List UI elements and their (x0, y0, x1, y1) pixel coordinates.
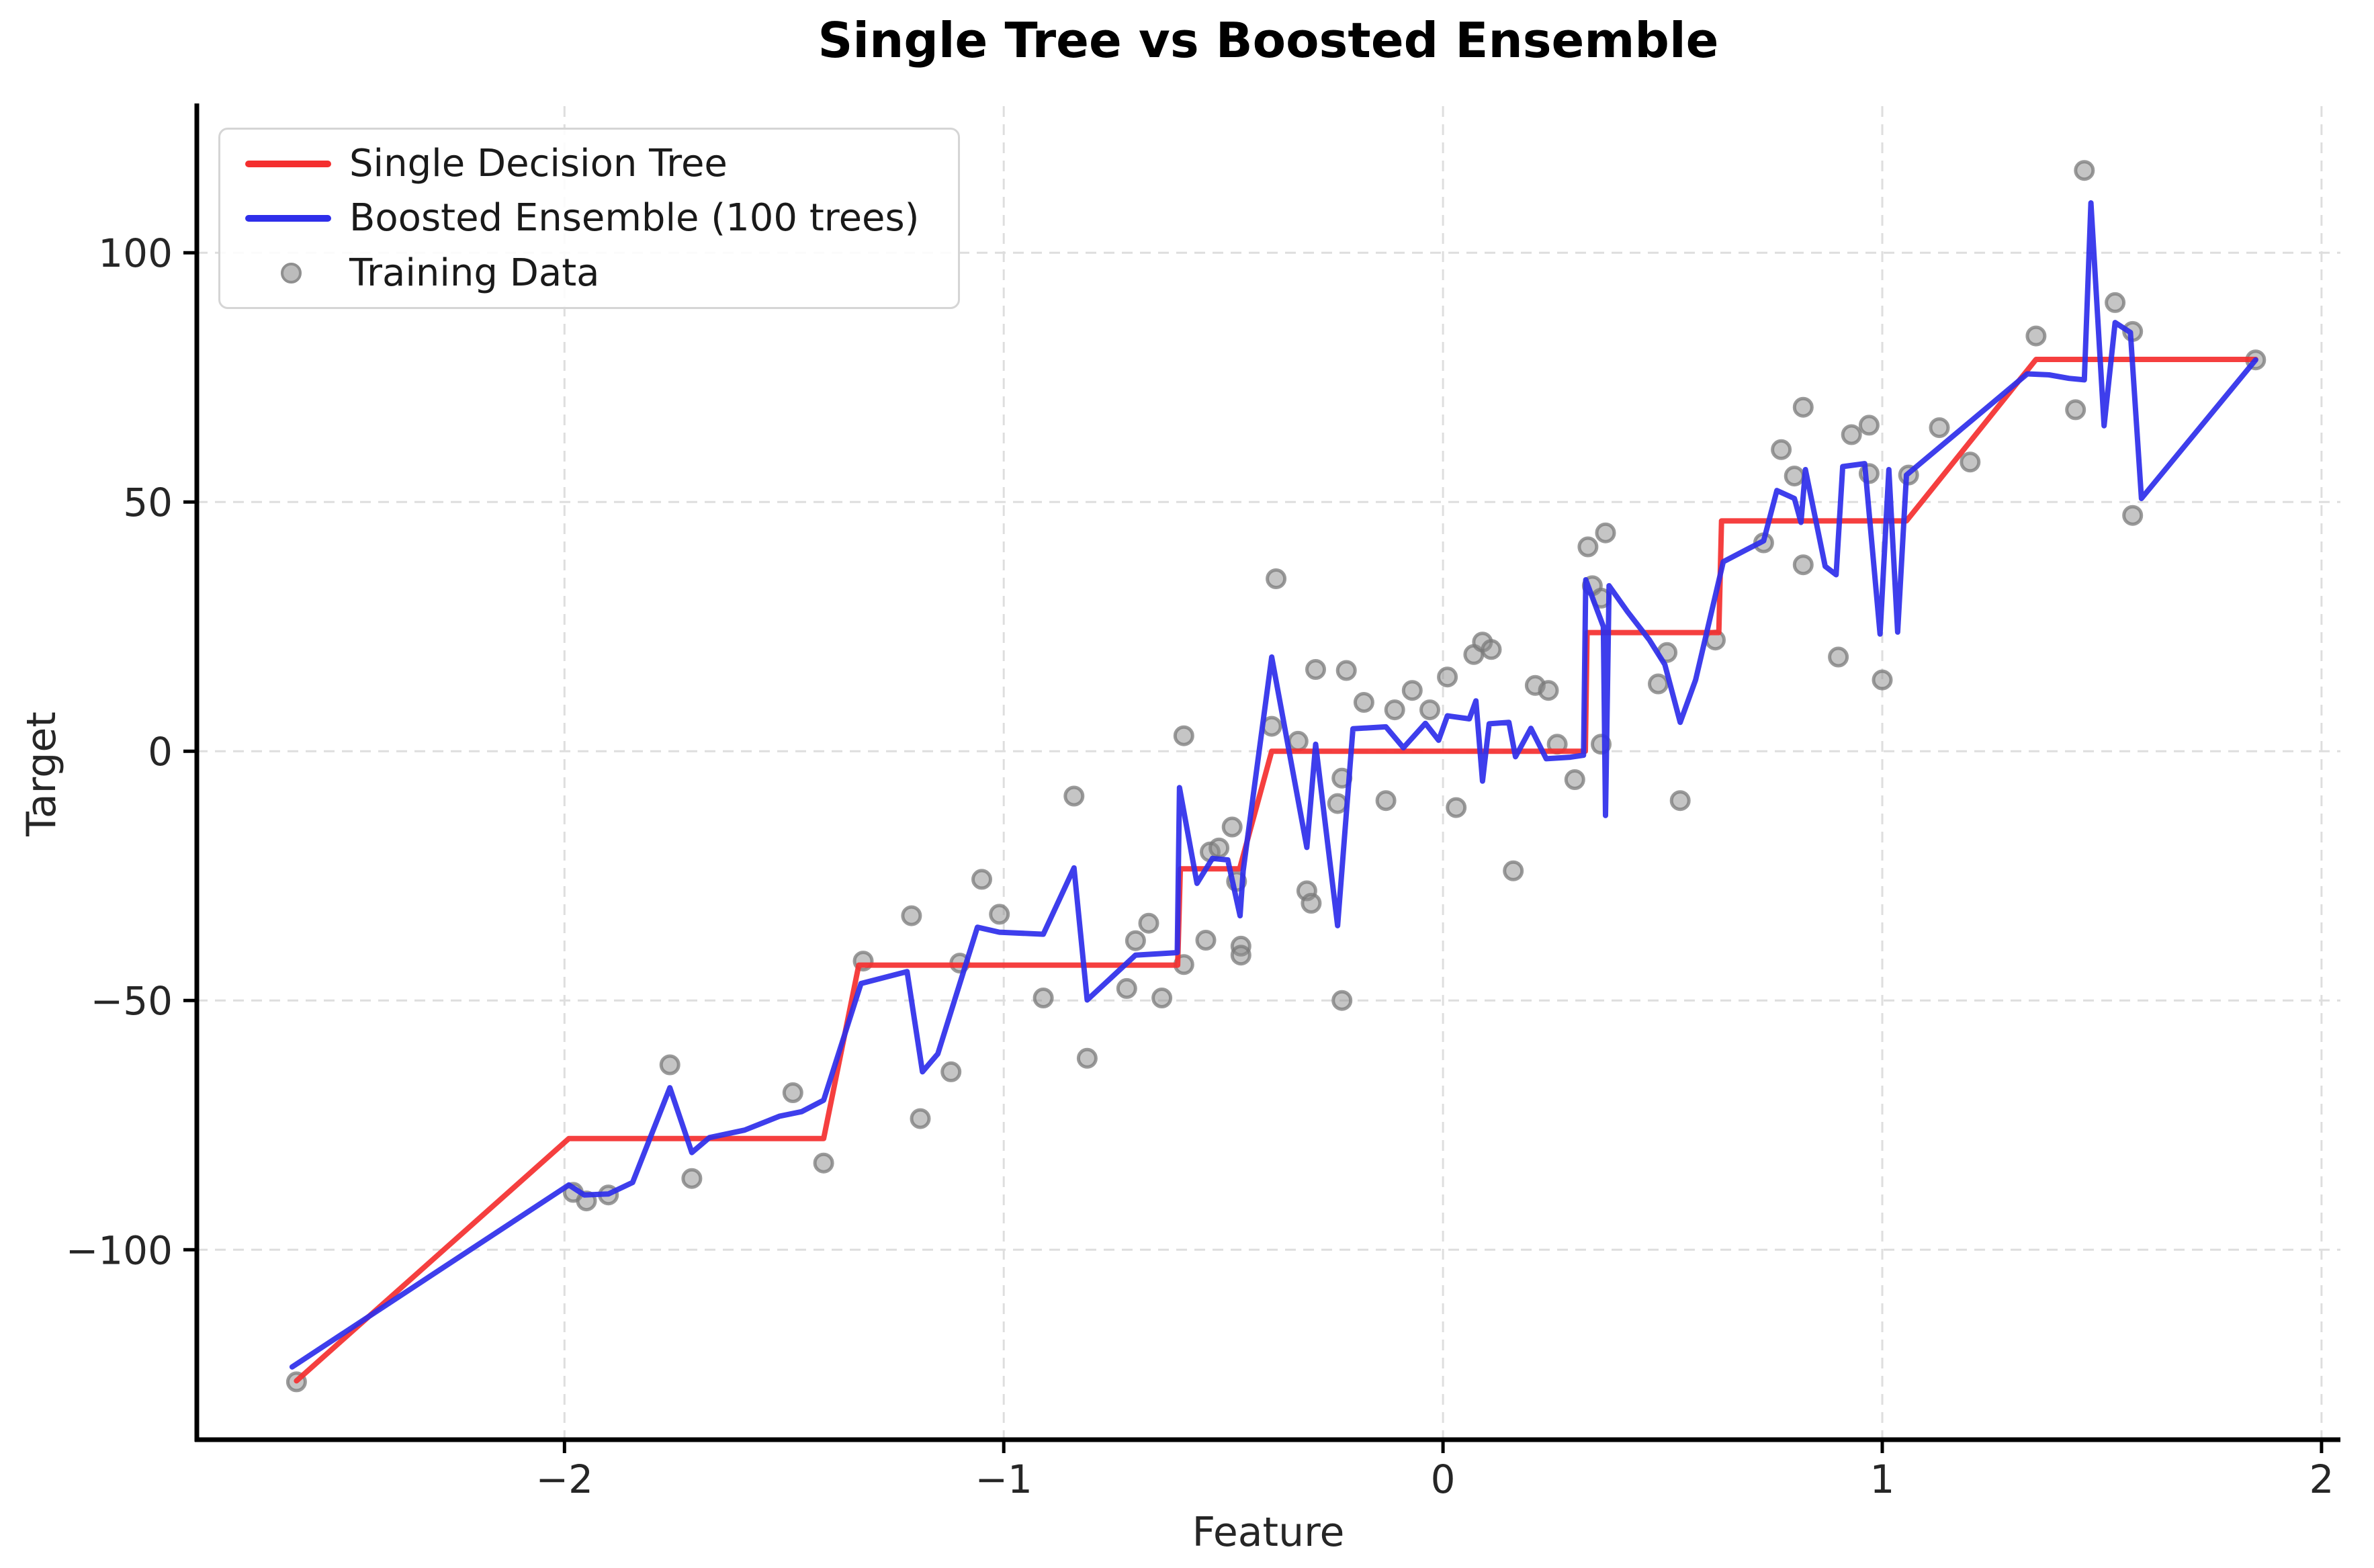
training-data-point (1792, 396, 1814, 418)
training-data-point (1872, 669, 1893, 691)
training-data-point (2065, 399, 2086, 421)
y-tick-label: −50 (91, 978, 173, 1024)
series-line-0 (294, 357, 2258, 1384)
x-tick-label: −2 (536, 1456, 594, 1502)
legend-item-single-tree: Single Decision Tree (234, 136, 951, 191)
y-tick-label: −100 (66, 1227, 173, 1273)
training-data-point (782, 1082, 803, 1103)
training-data-point (1375, 790, 1397, 812)
training-data-point (681, 1168, 703, 1189)
legend-label: Single Decision Tree (349, 142, 728, 186)
training-data-point (1384, 699, 1405, 721)
training-data-point (971, 869, 992, 890)
legend-label: Boosted Ensemble (100 trees) (349, 196, 920, 241)
training-data-point (1138, 912, 1159, 934)
training-data-point (1076, 1047, 1098, 1069)
training-data-point (1648, 673, 1669, 695)
training-data-point (1669, 790, 1691, 812)
training-data-point (1929, 417, 1950, 439)
y-tick-label: 0 (148, 729, 173, 775)
training-data-point (2105, 292, 2126, 313)
training-data-point (910, 1108, 931, 1129)
training-data-point (1960, 451, 1981, 473)
training-data-point (1503, 860, 1524, 881)
training-data-point (1401, 680, 1423, 701)
y-axis-label: Target (18, 711, 65, 836)
training-data-point (1784, 466, 1805, 487)
training-data-point (659, 1054, 680, 1076)
x-tick-label: 2 (2309, 1456, 2334, 1502)
training-data-point (1173, 725, 1194, 746)
training-data-point (1208, 837, 1230, 859)
x-tick-label: 1 (1870, 1456, 1895, 1502)
y-tick-label: 50 (123, 480, 173, 525)
training-data-point (1577, 536, 1599, 558)
training-data-point (1331, 990, 1353, 1011)
x-tick-label: −1 (975, 1456, 1032, 1502)
training-data-point (1595, 522, 1616, 543)
legend-sample (234, 262, 349, 284)
training-data-point (2074, 160, 2095, 181)
legend-sample (234, 160, 349, 167)
training-data-point (1419, 699, 1440, 721)
training-data-point (1828, 646, 1849, 668)
training-data-point (1446, 797, 1467, 818)
training-data-point (1305, 659, 1326, 680)
red-line-swatch-icon (245, 160, 331, 167)
training-data-point (1151, 988, 1173, 1008)
training-data-point (901, 905, 922, 926)
y-tick-label: 100 (98, 230, 173, 276)
training-data-point (1032, 988, 1054, 1008)
training-data-point (1437, 666, 1458, 688)
training-data-point (1266, 568, 1287, 589)
training-data-point (1301, 893, 1322, 914)
training-data-point (2122, 505, 2144, 526)
training-data-point (1538, 680, 1559, 701)
training-data-point (1792, 554, 1814, 576)
training-data-point (1287, 730, 1309, 752)
training-data-point (1195, 930, 1217, 951)
legend-item-boosted-ensemble: Boosted Ensemble (100 trees) (234, 191, 951, 245)
training-data-point (1841, 424, 1862, 445)
training-data-point (1230, 945, 1251, 966)
training-data-point (1771, 439, 1792, 460)
training-data-point (989, 904, 1010, 925)
chart-title: Single Tree vs Boosted Ensemble (818, 12, 1719, 69)
training-data-point (1353, 692, 1374, 713)
training-data-point (940, 1061, 962, 1082)
training-data-point (1125, 930, 1146, 951)
series-line-1 (289, 200, 2258, 1370)
legend-item-training-data: Training Data (234, 246, 951, 300)
training-data-point (1564, 769, 1585, 790)
x-tick-label: 0 (1431, 1456, 1456, 1502)
training-data-point (1858, 415, 1880, 436)
legend-sample (234, 214, 349, 222)
training-data-point (1221, 816, 1243, 838)
training-data-point (1063, 785, 1085, 807)
gray-dot-swatch-icon (281, 262, 302, 284)
training-data-point (1116, 977, 1137, 999)
blue-line-swatch-icon (245, 214, 331, 222)
training-data-point (1481, 639, 1502, 660)
legend-label: Training Data (349, 251, 600, 295)
x-axis-label: Feature (1192, 1509, 1345, 1556)
training-data-point (2025, 325, 2047, 347)
training-data-point (1335, 660, 1357, 681)
training-data-point (813, 1152, 834, 1174)
training-data-point (1327, 793, 1348, 814)
legend: Single Decision Tree Boosted Ensemble (1… (218, 128, 960, 309)
